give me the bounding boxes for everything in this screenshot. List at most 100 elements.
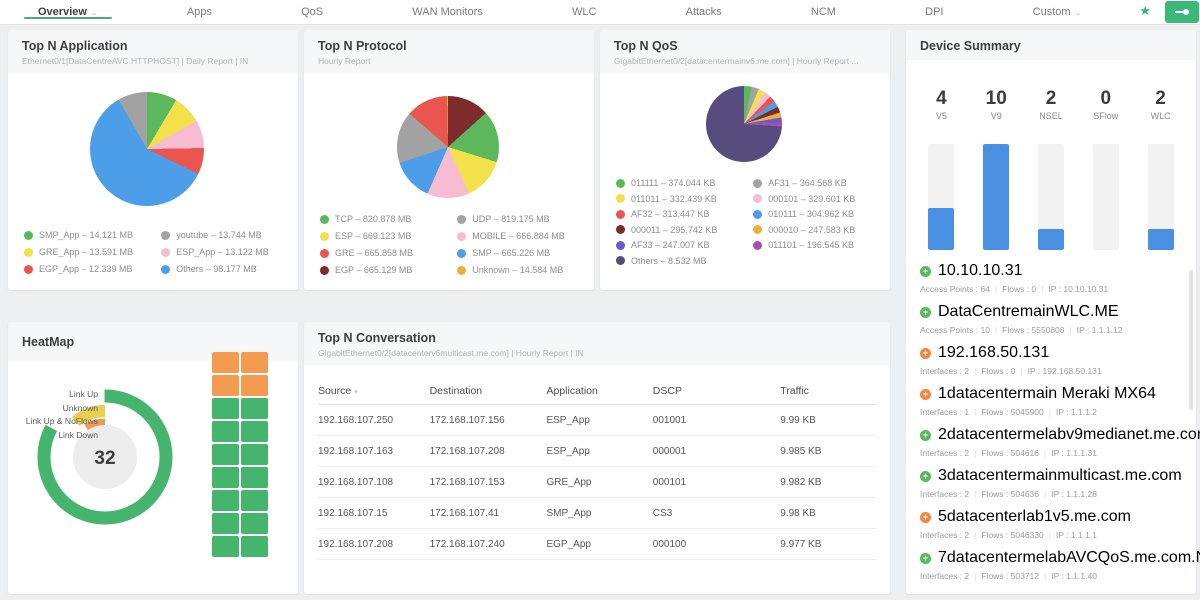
legend-dot (457, 265, 467, 275)
legend-dot (616, 240, 625, 250)
favorite-star-icon[interactable]: ★ (1139, 2, 1151, 18)
application-legend-item-gre-app[interactable]: GRE_App – 13.591 MB (24, 247, 159, 257)
device-info-stat: IP : 1.1.1.2 (1055, 407, 1097, 417)
device-name-row: +3datacentermainmulticast.me.com (920, 467, 1182, 485)
qos-legend-item-000011[interactable]: 000011 – 295.742 KB (616, 225, 751, 235)
application-legend-item-egp-app[interactable]: EGP_App – 12.339 MB (24, 264, 159, 274)
application-pie-chart[interactable] (90, 92, 204, 206)
qos-legend-item-000010[interactable]: 000010 – 247.583 KB (753, 225, 882, 235)
heatmap-cell[interactable] (212, 375, 239, 396)
status-icon-orange: + (920, 347, 931, 359)
qos-legend-item-011011[interactable]: 011011 – 332.439 KB (616, 194, 751, 204)
protocol-legend-item-gre[interactable]: GRE – 665.858 MB (320, 248, 455, 258)
bar-fill (1037, 228, 1064, 250)
tab-dpi[interactable]: DPI (925, 0, 943, 24)
menu-toggle-button[interactable] (1165, 1, 1199, 23)
device-item-192-168-50-131[interactable]: +192.168.50.131 Interfaces : 2 | Flows : 0 |… (920, 344, 1182, 376)
heatmap-cell[interactable] (241, 444, 268, 465)
heatmap-cell[interactable] (212, 352, 239, 373)
legend-label: SMP – 665.226 MB (472, 248, 551, 258)
tab-attacks[interactable]: Attacks (686, 0, 722, 24)
heatmap-cell[interactable] (241, 513, 268, 534)
protocol-legend-item-smp[interactable]: SMP – 665.226 MB (457, 248, 586, 258)
table-cell-dscp: CS3 (652, 507, 673, 519)
device-item-5datacenterlab1v5-me-com[interactable]: +5datacenterlab1v5.me.com Interfaces : 2 |… (920, 508, 1182, 540)
protocol-legend-item-esp[interactable]: ESP – 669.123 MB (320, 231, 455, 241)
status-icon-orange: + (920, 388, 931, 400)
tab-ncm[interactable]: NCM (811, 0, 836, 24)
qos-legend-item-011101[interactable]: 011101 – 196.545 KB (753, 240, 882, 250)
tab-overview[interactable]: Overview ⌄ (24, 0, 112, 24)
column-header-traffic[interactable]: Traffic (780, 385, 876, 397)
device-info-stat: Interfaces : 1 (920, 407, 970, 417)
qos-legend-item-000101[interactable]: 000101 – 329.601 KB (753, 194, 882, 204)
tab-label: Custom (1032, 6, 1071, 18)
device-item-7datacentermelabavcqos-me-com-nbar[interactable]: +7datacentermelabAVCQoS.me.com.NBAR Inter… (920, 549, 1200, 581)
heatmap-cell[interactable] (241, 490, 268, 511)
protocol-legend-item-tcp[interactable]: TCP – 820.878 MB (320, 214, 455, 224)
heatmap-cell[interactable] (212, 536, 239, 557)
protocol-legend-item-egp[interactable]: EGP – 665.129 MB (320, 265, 455, 275)
heatmap-cell[interactable] (212, 444, 239, 465)
heatmap-cell[interactable] (241, 398, 268, 419)
table-cell-destination: 172.168.107.153 (429, 476, 505, 488)
tab-wlc[interactable]: WLC (572, 0, 596, 24)
application-legend-item-smp-app[interactable]: SMP_App – 14.121 MB (24, 230, 159, 240)
protocol-legend-item-udp[interactable]: UDP – 819.175 MB (457, 214, 586, 224)
heatmap-cell[interactable] (241, 352, 268, 373)
tab-apps[interactable]: Apps (187, 0, 212, 24)
chevron-down-icon: ⌄ (90, 7, 98, 17)
device-item-datacentremainwlc-me[interactable]: + DataCentremainWLC.ME Access Points : 10 |… (920, 303, 1182, 335)
bar-fill (983, 144, 1010, 250)
heatmap-cell[interactable] (241, 421, 268, 442)
qos-legend-item-others[interactable]: Others – 8.532 MB (616, 256, 751, 266)
heatmap-cell[interactable] (241, 375, 268, 396)
tab-qos[interactable]: QoS (301, 0, 323, 24)
tab-label: DPI (925, 6, 944, 18)
table-cell-application: GRE_App (546, 476, 592, 488)
heatmap-cell[interactable] (241, 467, 268, 488)
device-name: 7datacentermelabAVCQoS.me.com.NBAR (938, 549, 1200, 566)
device-item-3datacentermainmulticast-me-com[interactable]: +3datacentermainmulticast.me.com Interfac… (920, 467, 1182, 499)
qos-pie-chart[interactable] (706, 86, 782, 162)
link-status-radial-chart[interactable]: 32 (30, 382, 180, 537)
info-separator: | (1044, 571, 1047, 581)
qos-legend-item-af32[interactable]: AF32 – 313.447 KB (616, 209, 751, 219)
qos-legend-item-010111[interactable]: 010111 – 304.962 KB (753, 209, 882, 219)
protocol-legend-item-mobile[interactable]: MOBILE – 666.884 MB (457, 231, 586, 241)
application-legend-item-others[interactable]: Others – 98.177 MB (161, 264, 290, 274)
heatmap-cell[interactable] (212, 421, 239, 442)
application-legend-item-youtube[interactable]: youtube – 13.744 MB (161, 230, 290, 240)
interface-heatmap-grid (212, 352, 268, 557)
nav-actions: ★ (1139, 1, 1200, 23)
qos-legend-item-011111[interactable]: 011111 – 374.044 KB (616, 178, 751, 188)
heatmap-cell[interactable] (212, 490, 239, 511)
protocol-pie-chart[interactable] (397, 96, 499, 198)
legend-dot (616, 178, 625, 188)
qos-legend-item-af33[interactable]: AF33 – 247.007 KB (616, 240, 751, 250)
table-cell-dscp: 000101 (652, 476, 687, 488)
protocol-legend-item-unknown[interactable]: Unknown – 14.584 MB (457, 265, 586, 275)
qos-legend-item-af31[interactable]: AF31 – 364.568 KB (753, 178, 882, 188)
device-item-1datacentermain-meraki-mx64[interactable]: +1datacentermain Meraki MX64 Interfaces :… (920, 385, 1182, 417)
column-header-dscp[interactable]: DSCP (653, 385, 780, 397)
panel-device-summary: Device Summary 4 V5 10 V9 2 NSEL 0 SFlow 2 WLC +1… (906, 30, 1200, 594)
info-separator: | (974, 407, 977, 417)
legend-dot (457, 231, 467, 241)
protocol-legend: TCP – 820.878 MB UDP – 819.175 MB ESP – 66… (320, 214, 586, 275)
application-legend-item-esp-app[interactable]: ESP_App – 13.122 MB (161, 247, 290, 257)
tab-wan-monitors[interactable]: WAN Monitors (412, 0, 483, 24)
heatmap-cell[interactable] (241, 536, 268, 557)
column-header-source[interactable]: Source ▾ (318, 385, 430, 397)
column-header-application[interactable]: Application (546, 385, 652, 397)
device-item-10-10-10-31[interactable]: +10.10.10.31 Access Points : 64 | Flows : 0… (920, 262, 1182, 294)
heatmap-cell[interactable] (212, 513, 239, 534)
device-item-2datacentermelabv9medianet-me-com[interactable]: +2datacentermelabv9medianet.me.com Interf… (920, 426, 1200, 458)
heatmap-cell[interactable] (212, 467, 239, 488)
column-header-destination[interactable]: Destination (430, 385, 547, 397)
heatmap-cell[interactable] (212, 398, 239, 419)
tab-custom[interactable]: Custom ⌄ (1033, 0, 1082, 24)
device-list-scrollbar[interactable] (1189, 270, 1193, 410)
device-name-row: +2datacentermelabv9medianet.me.com (920, 426, 1200, 444)
device-name-row: +1datacentermain Meraki MX64 (920, 385, 1182, 403)
